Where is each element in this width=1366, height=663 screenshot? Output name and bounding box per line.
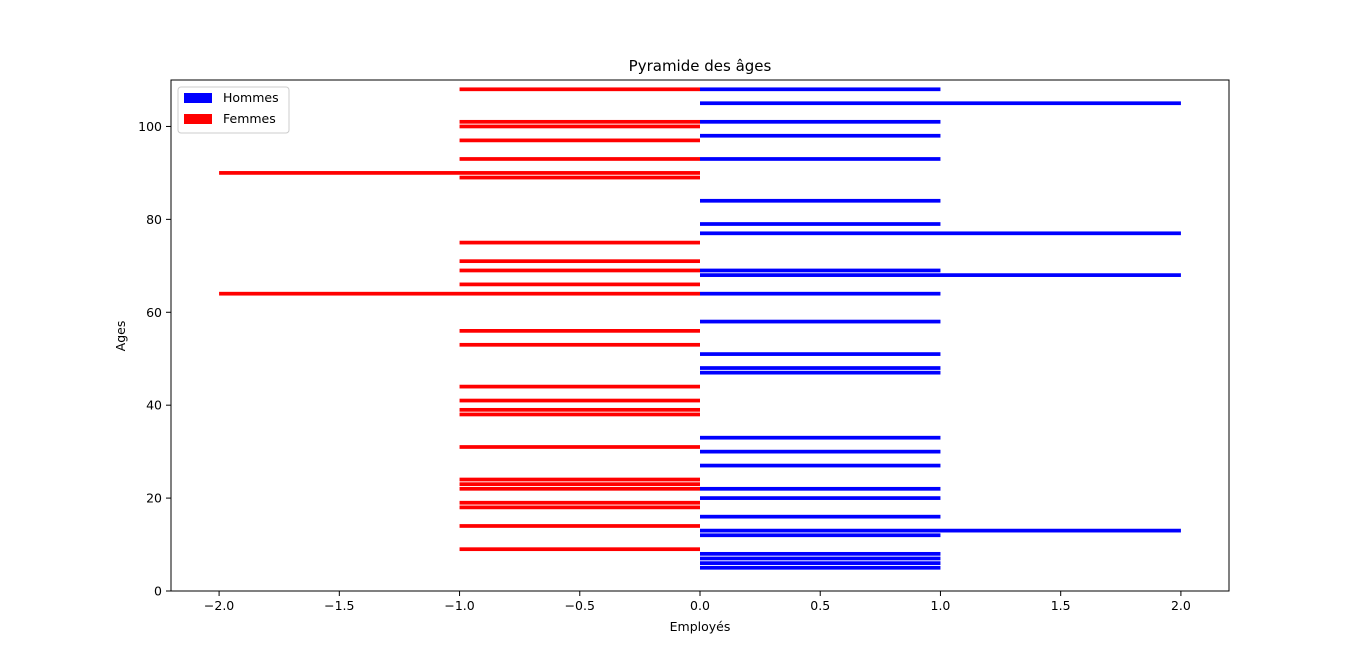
x-tick-label: −0.5 — [565, 598, 595, 613]
bar-femmes-age-14 — [459, 524, 700, 528]
bar-hommes-age-8 — [700, 551, 941, 556]
bar-hommes-age-12 — [700, 533, 941, 538]
bar-hommes-age-77 — [700, 231, 1181, 236]
legend: Hommes Femmes — [177, 86, 290, 134]
bar-femmes-age-44 — [459, 384, 700, 389]
x-tick-label: 0.0 — [690, 598, 710, 613]
y-axis-label: Ages — [113, 321, 128, 352]
x-tick-label: 1.5 — [1051, 598, 1071, 613]
y-tick-label: 20 — [146, 491, 162, 506]
bar-femmes-age-108 — [459, 87, 700, 92]
bar-hommes-age-13 — [700, 528, 1181, 533]
bar-hommes-age-27 — [700, 463, 941, 468]
x-tick-label: 1.0 — [931, 598, 951, 613]
bar-hommes-age-84 — [700, 198, 941, 203]
y-axis: 0 20 40 60 80 100 — [138, 119, 171, 599]
bars-group — [219, 87, 1181, 570]
legend-label-hommes: Hommes — [223, 90, 279, 105]
bar-femmes-age-22 — [459, 486, 700, 491]
bar-hommes-age-7 — [700, 556, 941, 561]
bar-femmes-age-100 — [459, 124, 700, 129]
bar-hommes-age-69 — [700, 268, 941, 273]
bar-femmes-age-31 — [459, 445, 700, 449]
bar-femmes-age-75 — [459, 240, 700, 245]
bar-femmes-age-19 — [459, 500, 700, 505]
x-axis-label: Employés — [670, 619, 731, 634]
bar-hommes-age-16 — [700, 514, 941, 519]
bar-hommes-age-108 — [700, 87, 941, 92]
bar-femmes-age-93 — [459, 157, 700, 161]
bar-hommes-age-68 — [700, 273, 1181, 277]
y-tick-label: 100 — [138, 119, 162, 134]
bar-hommes-age-98 — [700, 133, 941, 138]
bar-hommes-age-5 — [700, 565, 941, 570]
bar-femmes-age-90 — [219, 171, 700, 175]
y-tick-label: 80 — [146, 212, 162, 227]
bar-femmes-age-89 — [459, 175, 700, 180]
x-tick-label: −1.5 — [324, 598, 354, 613]
bar-femmes-age-69 — [459, 268, 700, 273]
bar-femmes-age-41 — [459, 398, 700, 403]
y-tick-label: 60 — [146, 305, 162, 320]
x-tick-label: −2.0 — [204, 598, 234, 613]
bar-femmes-age-101 — [459, 119, 700, 124]
x-tick-label: 2.0 — [1171, 598, 1191, 613]
bar-femmes-age-18 — [459, 505, 700, 510]
x-tick-label: −1.0 — [444, 598, 474, 613]
y-tick-label: 0 — [154, 584, 162, 599]
y-tick-label: 40 — [146, 398, 162, 413]
legend-label-femmes: Femmes — [223, 111, 276, 126]
bar-femmes-age-66 — [459, 282, 700, 287]
bar-femmes-age-97 — [459, 138, 700, 143]
bar-femmes-age-71 — [459, 259, 700, 264]
chart-title: Pyramide des âges — [629, 57, 772, 75]
bar-hommes-age-22 — [700, 486, 941, 491]
bar-hommes-age-101 — [700, 119, 941, 124]
bar-femmes-age-23 — [459, 482, 700, 487]
bar-hommes-age-79 — [700, 222, 941, 226]
bar-hommes-age-47 — [700, 370, 941, 375]
bar-hommes-age-20 — [700, 496, 941, 500]
bar-femmes-age-64 — [219, 291, 700, 296]
bar-femmes-age-39 — [459, 407, 700, 412]
bar-hommes-age-64 — [700, 291, 941, 296]
bar-femmes-age-24 — [459, 477, 700, 482]
x-tick-label: 0.5 — [810, 598, 830, 613]
legend-swatch-femmes — [184, 114, 212, 124]
bar-hommes-age-51 — [700, 352, 941, 356]
x-axis: −2.0 −1.5 −1.0 −0.5 0.0 0.5 1.0 1.5 2.0 — [204, 591, 1191, 613]
bar-hommes-age-58 — [700, 319, 941, 324]
bar-hommes-age-93 — [700, 157, 941, 161]
bar-femmes-age-53 — [459, 342, 700, 347]
bar-hommes-age-48 — [700, 366, 941, 370]
bar-hommes-age-30 — [700, 449, 941, 454]
bar-femmes-age-9 — [459, 547, 700, 552]
legend-swatch-hommes — [184, 93, 212, 103]
bar-femmes-age-56 — [459, 329, 700, 333]
bar-hommes-age-6 — [700, 561, 941, 565]
bar-hommes-age-105 — [700, 101, 1181, 106]
bar-hommes-age-33 — [700, 435, 941, 440]
bar-femmes-age-38 — [459, 412, 700, 417]
